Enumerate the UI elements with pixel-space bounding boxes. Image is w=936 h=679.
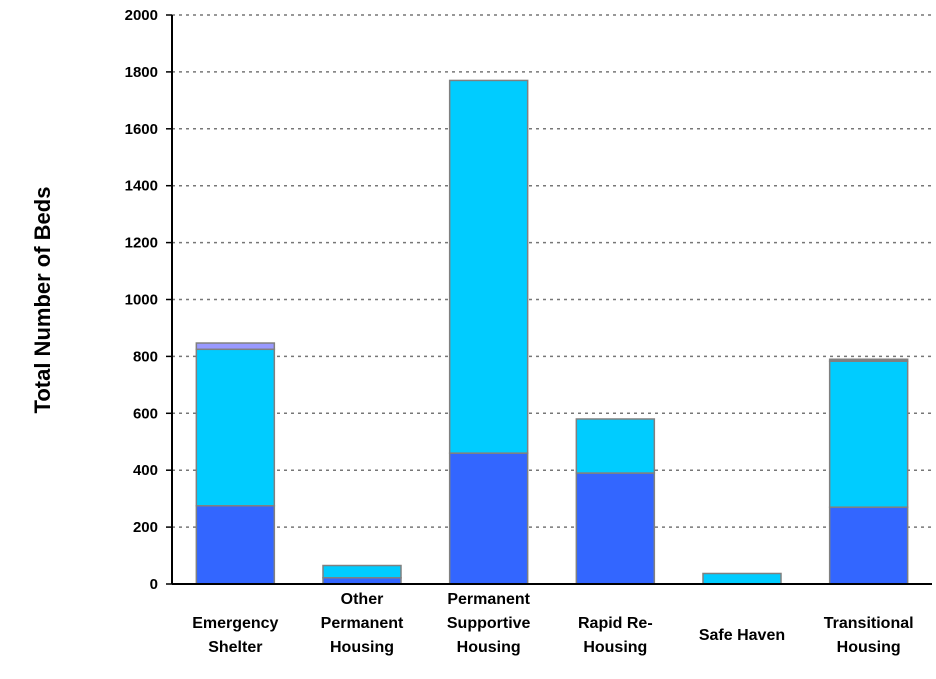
bar-segment xyxy=(195,505,276,585)
y-tick-label: 0 xyxy=(150,576,158,593)
x-category-label: Transitional xyxy=(824,615,914,632)
bars xyxy=(195,79,909,585)
bar-segment xyxy=(448,79,529,454)
y-tick-label: 1800 xyxy=(125,64,158,81)
y-tick-label: 800 xyxy=(133,348,158,365)
bar-segment xyxy=(828,358,909,362)
x-category-label: Permanent xyxy=(447,591,530,608)
y-tick-label: 200 xyxy=(133,519,158,536)
y-tick-label: 1400 xyxy=(125,178,158,195)
bar-segment xyxy=(828,360,909,508)
x-category-label: Housing xyxy=(837,639,901,656)
bar-segment xyxy=(448,452,529,585)
x-category-label: Housing xyxy=(330,639,394,656)
y-tick-label: 2000 xyxy=(125,7,158,24)
x-category-label: Shelter xyxy=(208,639,262,656)
x-category-label: Rapid Re- xyxy=(578,615,653,632)
x-category-label: Permanent xyxy=(321,615,404,632)
x-category-label: Emergency xyxy=(192,615,278,632)
bar-segment xyxy=(702,572,782,585)
x-category-label: Supportive xyxy=(447,615,531,632)
y-tick-label: 1600 xyxy=(125,121,158,138)
y-tick-labels: 0 200 400 600 800 1000 1200 1400 1600 1800 2000 xyxy=(125,7,158,593)
x-category-labels: Emergency Shelter Other Permanent Housing Per… xyxy=(192,591,913,656)
x-category-label: Safe Haven xyxy=(699,627,785,644)
axes xyxy=(171,15,932,585)
bar-segment xyxy=(575,418,656,474)
bar-segment xyxy=(575,472,656,585)
bar-segment xyxy=(322,564,402,579)
y-tick-label: 1000 xyxy=(125,292,158,309)
gridlines xyxy=(166,14,932,585)
bar-segment xyxy=(195,348,276,507)
y-tick-label: 600 xyxy=(133,405,158,422)
bar-segment xyxy=(195,342,276,351)
bar-segment xyxy=(828,506,909,585)
y-tick-label: 400 xyxy=(133,462,158,479)
y-axis-title: Total Number of Beds xyxy=(30,187,55,414)
x-category-label: Other xyxy=(341,591,384,608)
x-category-label: Housing xyxy=(583,639,647,656)
x-category-label: Housing xyxy=(457,639,521,656)
y-tick-label: 1200 xyxy=(125,235,158,252)
